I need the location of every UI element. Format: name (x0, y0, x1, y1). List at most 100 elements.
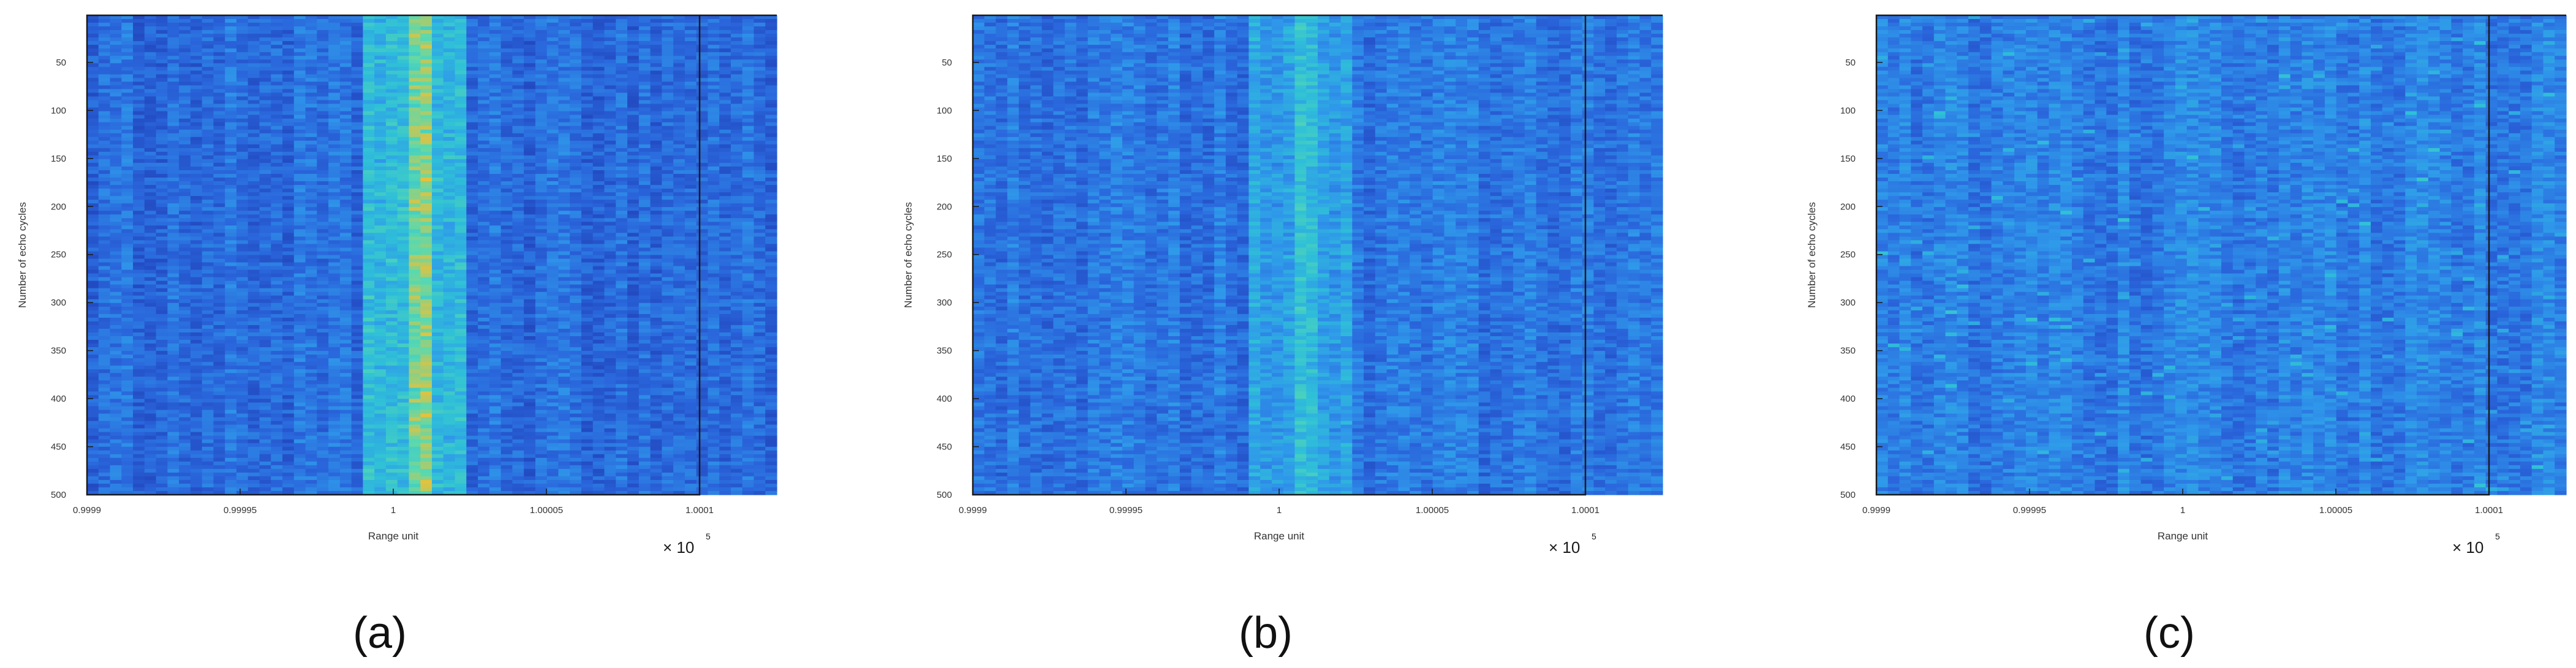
heatmap-cell (363, 428, 375, 433)
heatmap-cell (512, 332, 524, 337)
heatmap-cell (179, 332, 191, 337)
heatmap-cell (133, 170, 145, 175)
heatmap-cell (420, 336, 432, 340)
heatmap-cell (374, 15, 387, 20)
heatmap-cell (328, 185, 341, 189)
heatmap-cell (156, 417, 168, 422)
heatmap-cell (500, 450, 513, 455)
heatmap-cell (87, 266, 99, 271)
heatmap-cell (247, 162, 260, 167)
heatmap-cell (225, 126, 237, 130)
heatmap-cell (259, 122, 271, 127)
heatmap-cell (98, 236, 111, 241)
heatmap-cell (179, 240, 191, 245)
heatmap-cell (409, 446, 421, 451)
heatmap-cell (443, 189, 456, 193)
heatmap-cell (420, 340, 432, 344)
heatmap-cell (432, 100, 444, 105)
heatmap-cell (179, 34, 191, 38)
heatmap-cell (202, 19, 214, 23)
heatmap-cell (317, 310, 329, 315)
heatmap-cell (305, 284, 317, 289)
heatmap-cell (351, 155, 363, 160)
heatmap-cell (144, 23, 157, 27)
heatmap-cell (236, 406, 249, 411)
heatmap-cell (305, 476, 317, 481)
heatmap-cell (98, 377, 111, 381)
heatmap-cell (225, 214, 237, 219)
heatmap-cell (202, 15, 214, 20)
heatmap-cell (144, 461, 157, 466)
heatmap-cell (455, 373, 467, 377)
heatmap-cell (466, 166, 478, 171)
heatmap-cell (466, 479, 478, 484)
heatmap-cell (466, 218, 478, 222)
heatmap-cell (236, 140, 249, 145)
heatmap-cell (236, 37, 249, 42)
heatmap-cell (133, 317, 145, 322)
heatmap-cell (317, 37, 329, 42)
heatmap-cell (328, 159, 341, 163)
heatmap-cell (524, 34, 536, 38)
heatmap-cell (190, 203, 203, 208)
heatmap-cell (259, 233, 271, 237)
heatmap-cell (443, 443, 456, 448)
heatmap-cell (500, 291, 513, 296)
heatmap-cell (339, 343, 352, 348)
heatmap-cell (167, 30, 179, 34)
heatmap-cell (455, 428, 467, 433)
heatmap-cell (305, 81, 317, 86)
heatmap-cell (328, 476, 341, 481)
heatmap-cell (121, 328, 134, 333)
heatmap-cell (87, 74, 99, 78)
heatmap-cell (512, 196, 524, 200)
heatmap-cell (351, 114, 363, 119)
heatmap-cell (282, 413, 295, 418)
heatmap-cell (305, 37, 317, 42)
heatmap-cell (156, 196, 168, 200)
heatmap-cell (247, 170, 260, 175)
heatmap-cell (133, 332, 145, 337)
heatmap-cell (339, 472, 352, 477)
heatmap-cell (339, 332, 352, 337)
heatmap-cell (478, 472, 490, 477)
heatmap-cell (133, 399, 145, 403)
heatmap-cell (374, 144, 387, 149)
heatmap-cell (489, 129, 502, 134)
heatmap-cell (133, 81, 145, 86)
heatmap-cell (478, 380, 490, 385)
heatmap-cell (225, 100, 237, 105)
heatmap-cell (432, 291, 444, 296)
heatmap-cell (317, 413, 329, 418)
heatmap-cell (328, 277, 341, 282)
heatmap-cell (385, 129, 398, 134)
heatmap-cell (133, 173, 145, 178)
heatmap-cell (351, 280, 363, 285)
heatmap-cell (179, 192, 191, 197)
heatmap-cell (225, 144, 237, 149)
heatmap-cell (110, 96, 122, 101)
heatmap-cell (466, 288, 478, 293)
heatmap-cell (293, 465, 306, 470)
heatmap-cell (225, 41, 237, 45)
heatmap-cell (455, 211, 467, 215)
heatmap-cell (225, 479, 237, 484)
heatmap-cell (87, 384, 99, 388)
heatmap-cell (351, 192, 363, 197)
heatmap-cell (374, 340, 387, 344)
heatmap-cell (339, 377, 352, 381)
heatmap-cell (133, 424, 145, 429)
heatmap-cell (247, 351, 260, 355)
heatmap-cell (110, 288, 122, 293)
heatmap-cell (259, 366, 271, 370)
heatmap-cell (247, 41, 260, 45)
heatmap-cell (167, 258, 179, 263)
heatmap-cell (420, 240, 432, 245)
heatmap-cell (225, 355, 237, 359)
heatmap-cell (351, 351, 363, 355)
heatmap-cell (98, 144, 111, 149)
heatmap-cell (478, 137, 490, 141)
heatmap-cell (328, 457, 341, 462)
heatmap-cell (167, 81, 179, 86)
heatmap-cell (293, 56, 306, 60)
